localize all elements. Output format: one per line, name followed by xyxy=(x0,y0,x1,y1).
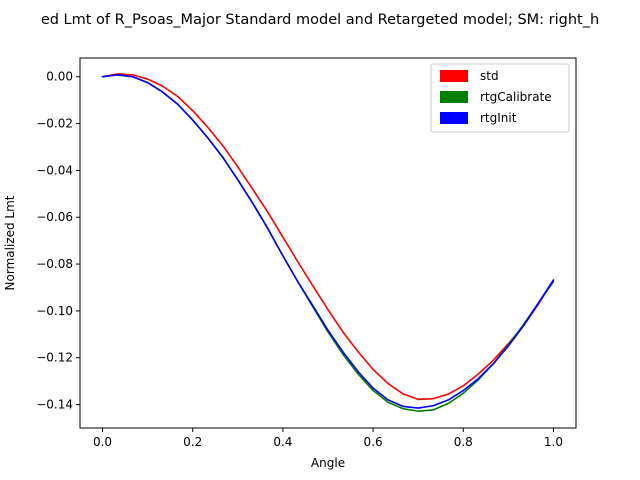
legend-swatch-rtgInit xyxy=(440,112,468,124)
y-tick-label: −0.10 xyxy=(36,304,73,318)
legend: std rtgCalibrate rtgInit xyxy=(430,63,570,133)
y-tick-label: 0.00 xyxy=(46,70,73,84)
legend-label-std: std xyxy=(480,69,499,83)
plot-area xyxy=(101,73,555,412)
x-tick-label: 0.0 xyxy=(93,435,112,449)
y-tick-label: −0.14 xyxy=(36,398,73,412)
x-axis-label: Angle xyxy=(311,456,345,470)
x-tick-label: 1.0 xyxy=(544,435,563,449)
x-tick-label: 0.8 xyxy=(454,435,473,449)
x-tick-label: 0.2 xyxy=(183,435,202,449)
series-line-std xyxy=(101,73,555,401)
y-tick-label: −0.12 xyxy=(36,351,73,365)
axes-frame xyxy=(79,57,577,429)
legend-swatch-rtgCalibrate xyxy=(440,91,468,103)
y-axis-ticks: 0.00 −0.02 −0.04 −0.06 −0.08 −0.10 −0.12 −0.14 xyxy=(36,70,80,412)
series-line-rtgInit xyxy=(101,74,555,409)
legend-label-rtgInit: rtgInit xyxy=(480,111,517,125)
legend-label-rtgCalibrate: rtgCalibrate xyxy=(480,90,552,104)
x-tick-label: 0.6 xyxy=(364,435,383,449)
y-tick-label: −0.04 xyxy=(36,163,73,177)
legend-swatch-std xyxy=(440,70,468,82)
y-axis-label: Normalized Lmt xyxy=(3,195,17,290)
x-axis-ticks: 0.0 0.2 0.4 0.6 0.8 1.0 xyxy=(93,428,563,449)
y-tick-label: −0.06 xyxy=(36,210,73,224)
y-tick-label: −0.08 xyxy=(36,257,73,271)
chart-title: ed Lmt of R_Psoas_Major Standard model a… xyxy=(41,12,599,28)
x-tick-label: 0.4 xyxy=(273,435,292,449)
y-tick-label: −0.02 xyxy=(36,117,73,131)
